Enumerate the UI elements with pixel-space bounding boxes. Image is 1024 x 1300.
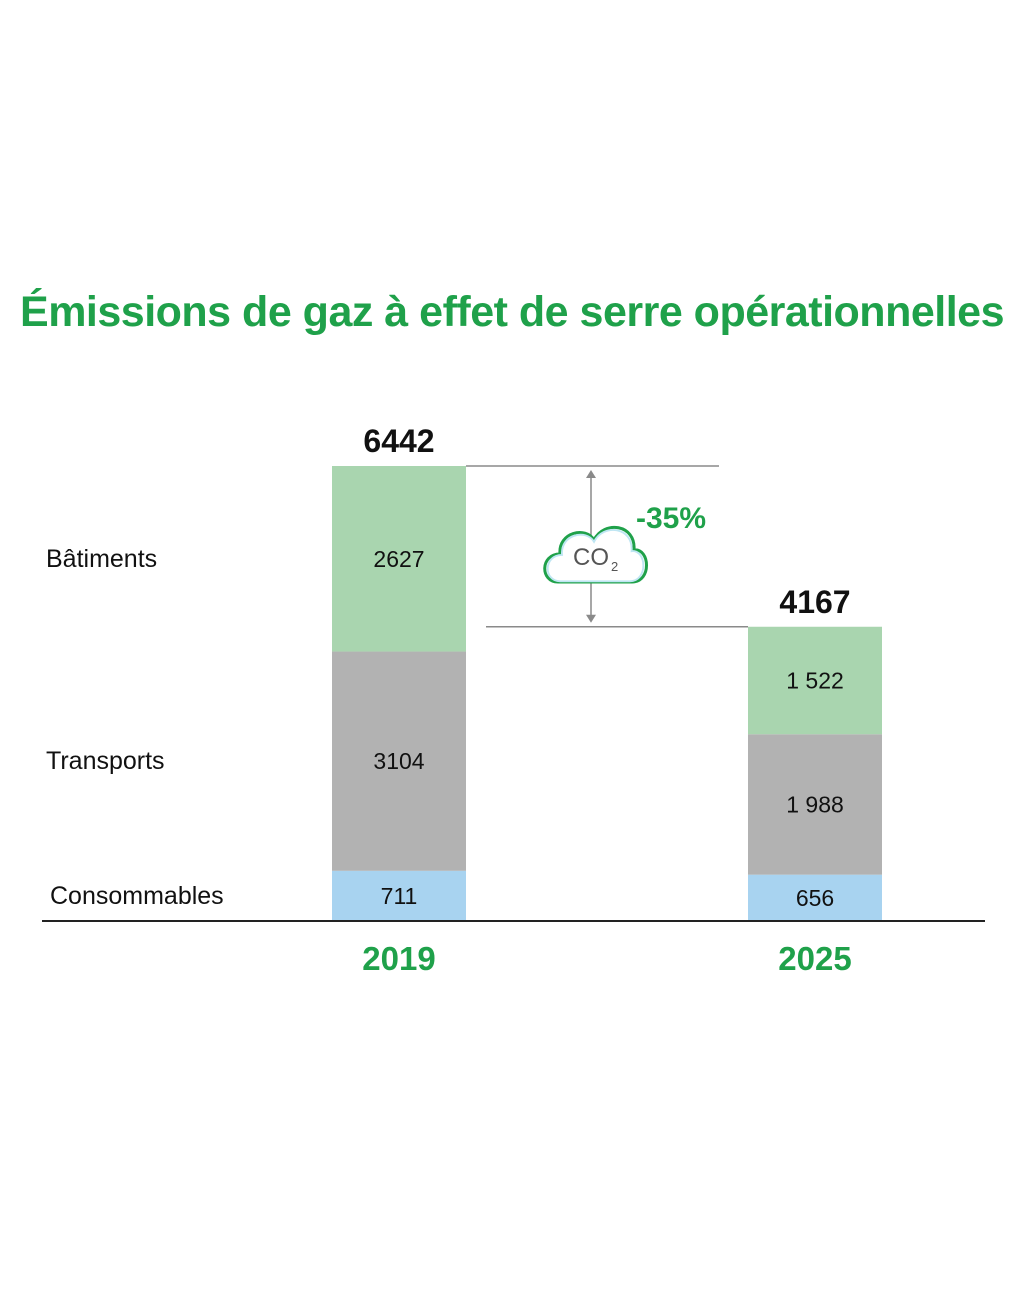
co2-icon-text: CO [573, 544, 609, 571]
arrowhead-up-icon [586, 470, 596, 478]
segment-value-label: 2627 [373, 546, 424, 572]
bar-segment-consommables-2025 [748, 874, 882, 921]
legend-label-batiments: Bâtiments [46, 545, 157, 573]
segment-value-label: 656 [796, 885, 834, 911]
category-label-2019: 2019 [362, 940, 435, 977]
bar-segment-batiments-2019 [332, 466, 466, 652]
bar-segment-transports-2019 [332, 651, 466, 871]
bars-layer [42, 466, 985, 922]
co2-icon-subscript: 2 [611, 559, 618, 574]
total-label-2019: 6442 [363, 423, 434, 459]
segment-value-label: 1 988 [786, 791, 844, 817]
segment-value-label: 1 522 [786, 668, 844, 694]
percent-change-label: -35% [636, 502, 706, 535]
segment-value-label: 3104 [373, 748, 424, 774]
segment-value-label: 711 [381, 883, 418, 909]
total-label-2025: 4167 [779, 584, 850, 620]
arrowhead-down-icon [586, 614, 596, 623]
legend-label-transports: Transports [46, 747, 165, 775]
reduction-connector: CO 2 [466, 465, 748, 628]
bar-segment-transports-2025 [748, 734, 882, 875]
bar-segment-consommables-2019 [332, 870, 466, 921]
bar-segment-batiments-2025 [748, 626, 882, 735]
category-label-2025: 2025 [778, 940, 851, 977]
labels-layer: 711 3104 2627 6442 2019 656 1 988 1 522 4167 2025… [46, 423, 852, 977]
chart-title: Émissions de gaz à effet de serre opérat… [20, 288, 1004, 336]
co2-cloud-icon: CO 2 [543, 525, 648, 584]
legend-label-consommables: Consommables [50, 882, 224, 910]
